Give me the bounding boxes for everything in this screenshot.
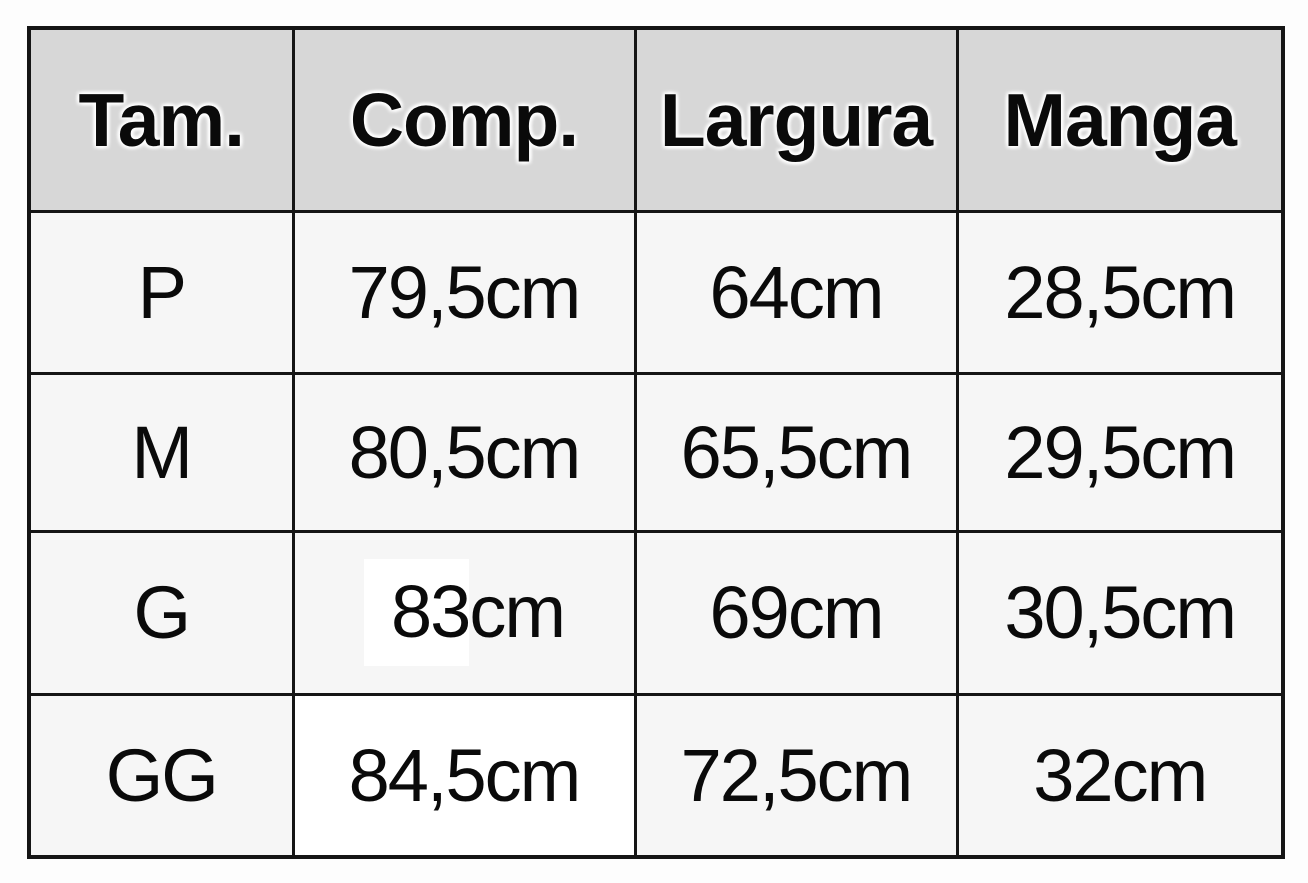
header-comp: Comp. <box>291 26 637 213</box>
comp-cell: 84,5cm <box>291 692 637 859</box>
comp-cell: 80,5cm <box>291 371 637 533</box>
manga-cell: 29,5cm <box>955 371 1285 533</box>
largura-cell: 65,5cm <box>633 371 959 533</box>
header-largura: Largura <box>633 26 959 213</box>
size-cell: M <box>27 371 295 533</box>
header-row: Tam. Comp. Largura Manga <box>27 26 1285 213</box>
size-chart-table: Tam. Comp. Largura Manga P 79,5cm 64cm 2… <box>27 26 1285 859</box>
comp-value-white-patch: 83 <box>364 559 471 666</box>
table-row-g: G 83cm 69cm 30,5cm <box>27 529 1285 696</box>
comp-unit: cm <box>469 570 566 653</box>
manga-cell: 32cm <box>955 692 1285 859</box>
manga-cell: 30,5cm <box>955 529 1285 696</box>
size-cell: G <box>27 529 295 696</box>
size-cell: GG <box>27 692 295 859</box>
header-manga: Manga <box>955 26 1285 213</box>
table-row-m: M 80,5cm 65,5cm 29,5cm <box>27 371 1285 533</box>
largura-cell: 69cm <box>633 529 959 696</box>
size-cell: P <box>27 209 295 375</box>
comp-cell: 83cm <box>291 529 637 696</box>
comp-cell: 79,5cm <box>291 209 637 375</box>
largura-cell: 64cm <box>633 209 959 375</box>
table-row-gg: GG 84,5cm 72,5cm 32cm <box>27 692 1285 859</box>
largura-cell: 72,5cm <box>633 692 959 859</box>
table-row-p: P 79,5cm 64cm 28,5cm <box>27 209 1285 375</box>
header-tam: Tam. <box>27 26 295 213</box>
manga-cell: 28,5cm <box>955 209 1285 375</box>
